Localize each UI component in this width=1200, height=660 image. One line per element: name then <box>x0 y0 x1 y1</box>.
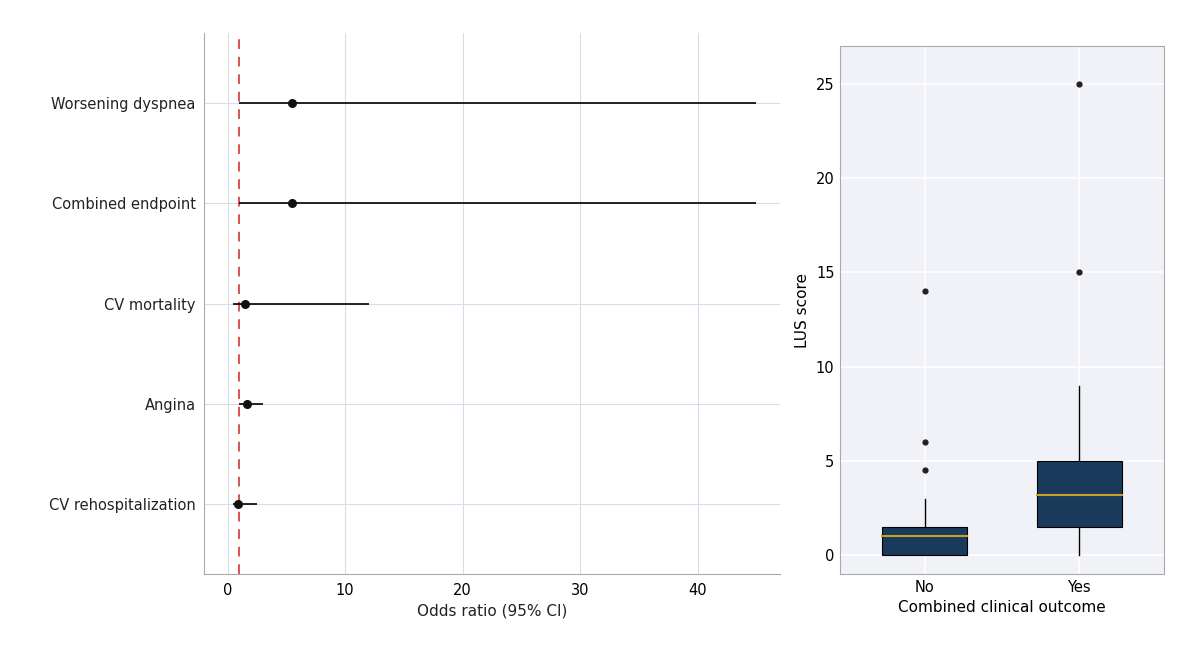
X-axis label: Combined clinical outcome: Combined clinical outcome <box>898 601 1106 615</box>
Y-axis label: LUS score: LUS score <box>796 273 810 348</box>
Bar <box>882 527 967 555</box>
Bar <box>1037 461 1122 527</box>
X-axis label: Odds ratio (95% CI): Odds ratio (95% CI) <box>416 603 568 618</box>
